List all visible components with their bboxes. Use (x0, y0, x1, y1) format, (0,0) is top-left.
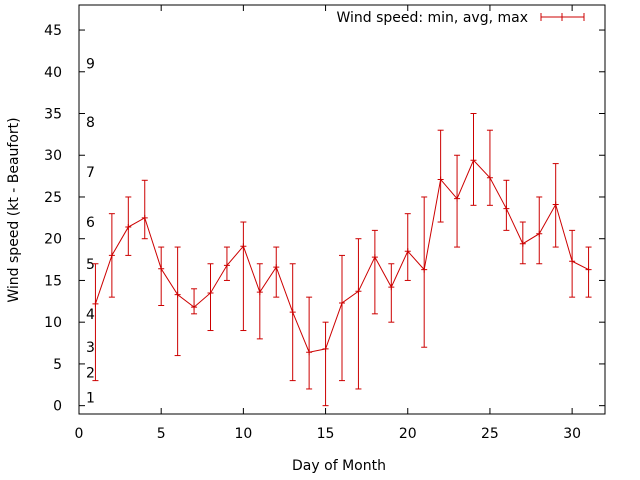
y-tick-label: 35 (44, 107, 62, 123)
data-point (256, 289, 263, 296)
data-point (355, 288, 362, 295)
data-point (322, 345, 329, 352)
data-point (569, 258, 576, 265)
x-tick-label: 25 (481, 426, 499, 442)
beaufort-label: 3 (86, 340, 95, 356)
beaufort-scale-labels: 1 2 3 4 5 6 7 8 9 (86, 56, 95, 406)
data-point (240, 243, 247, 250)
data-point (470, 157, 477, 164)
data-point (519, 240, 526, 247)
data-point (339, 299, 345, 306)
data-point (486, 174, 493, 181)
data-point (125, 224, 132, 231)
data-point (454, 195, 461, 202)
beaufort-label: 2 (86, 365, 95, 381)
y-tick-label: 15 (44, 273, 62, 289)
x-tick-label: 5 (157, 426, 166, 442)
x-tick-label: 0 (75, 426, 84, 442)
axis-ticks (78, 5, 605, 414)
x-tick-label: 10 (234, 426, 252, 442)
data-point (388, 284, 395, 291)
data-point (174, 291, 181, 298)
data-point (404, 248, 411, 255)
y-tick-label: 0 (53, 399, 62, 415)
x-tick-label: 20 (399, 426, 417, 442)
beaufort-label: 9 (86, 56, 95, 72)
data-point (306, 349, 313, 356)
y-tick-label: 10 (44, 315, 62, 331)
y-tick-label: 30 (44, 148, 62, 164)
data-point (191, 304, 198, 311)
x-axis-label: Day of Month (292, 458, 386, 474)
data-point (108, 252, 115, 259)
data-point (585, 266, 592, 273)
data-point (421, 266, 428, 273)
data-point (536, 230, 543, 237)
data-point (552, 201, 559, 208)
beaufort-label: 4 (86, 307, 95, 323)
x-tick-label: 30 (563, 426, 581, 442)
data-series (92, 113, 592, 407)
y-tick-label: 40 (44, 65, 62, 81)
data-point (207, 289, 214, 296)
y-axis-label: Wind speed (kt - Beaufort) (6, 117, 22, 302)
y-tick-label: 45 (44, 23, 62, 39)
data-point (437, 176, 444, 183)
beaufort-label: 6 (86, 215, 95, 231)
plot-frame (78, 4, 606, 415)
data-point (158, 265, 165, 272)
beaufort-label: 7 (86, 165, 95, 181)
data-point (371, 254, 378, 261)
y-tick-label: 5 (53, 357, 62, 373)
y-tick-label: 20 (44, 232, 62, 248)
legend: Wind speed: min, avg, max (336, 10, 585, 26)
data-point (141, 214, 148, 221)
data-point (223, 262, 230, 269)
y-tick-label: 25 (44, 190, 62, 206)
beaufort-label: 5 (86, 257, 95, 273)
legend-label: Wind speed: min, avg, max (336, 10, 528, 26)
data-point (289, 309, 296, 316)
beaufort-label: 1 (86, 390, 95, 406)
data-point (92, 300, 99, 307)
x-tick-label: 15 (317, 426, 335, 442)
data-point (503, 205, 510, 212)
beaufort-label: 8 (86, 115, 95, 131)
data-point (273, 264, 280, 271)
